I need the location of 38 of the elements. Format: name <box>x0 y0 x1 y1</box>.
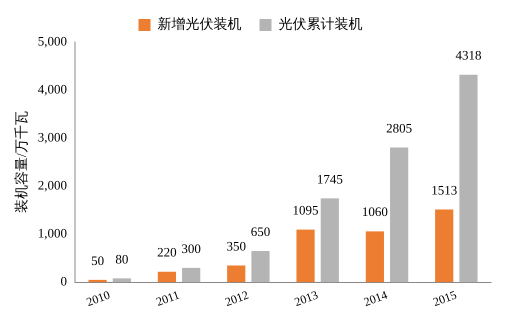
x-tick-label: 2013 <box>292 288 320 310</box>
y-tick-label: 1,000 <box>38 226 68 241</box>
x-tick-label: 2011 <box>154 288 182 309</box>
y-axis-title: 装机容量/万千瓦 <box>14 111 30 214</box>
y-tick-label: 4,000 <box>38 81 68 96</box>
data-label: 50 <box>91 252 104 268</box>
data-label: 300 <box>181 240 201 256</box>
bar <box>435 210 454 282</box>
data-label: 1095 <box>292 202 319 218</box>
data-label: 80 <box>115 251 128 266</box>
y-tick-label: 5,000 <box>38 33 68 48</box>
y-tick-label: 3,000 <box>38 130 68 145</box>
legend-label: 光伏累计装机 <box>278 16 362 33</box>
bar <box>112 278 131 282</box>
y-tick-label: 2,000 <box>38 178 68 193</box>
data-label: 2805 <box>386 120 412 136</box>
bar <box>251 251 270 282</box>
bar <box>459 74 478 282</box>
x-tick-label: 2010 <box>84 288 112 310</box>
data-label: 1513 <box>431 182 458 198</box>
bar <box>227 265 246 282</box>
legend-label: 新增光伏装机 <box>158 16 242 33</box>
data-label: 4318 <box>455 48 482 63</box>
data-label: 1745 <box>316 171 343 186</box>
bar <box>320 198 339 282</box>
data-label: 650 <box>250 224 270 239</box>
bar <box>296 230 315 282</box>
x-tick-label: 2015 <box>431 288 458 310</box>
x-tick-label: 2012 <box>223 288 250 310</box>
x-tick-label: 2014 <box>362 288 390 310</box>
data-label: 1060 <box>362 204 388 220</box>
bar <box>366 231 384 282</box>
data-label: 220 <box>157 244 177 260</box>
bar <box>390 147 408 282</box>
bar <box>182 268 200 282</box>
bar <box>158 272 176 282</box>
data-label: 350 <box>226 238 246 254</box>
y-tick-label: 0 <box>60 274 68 289</box>
